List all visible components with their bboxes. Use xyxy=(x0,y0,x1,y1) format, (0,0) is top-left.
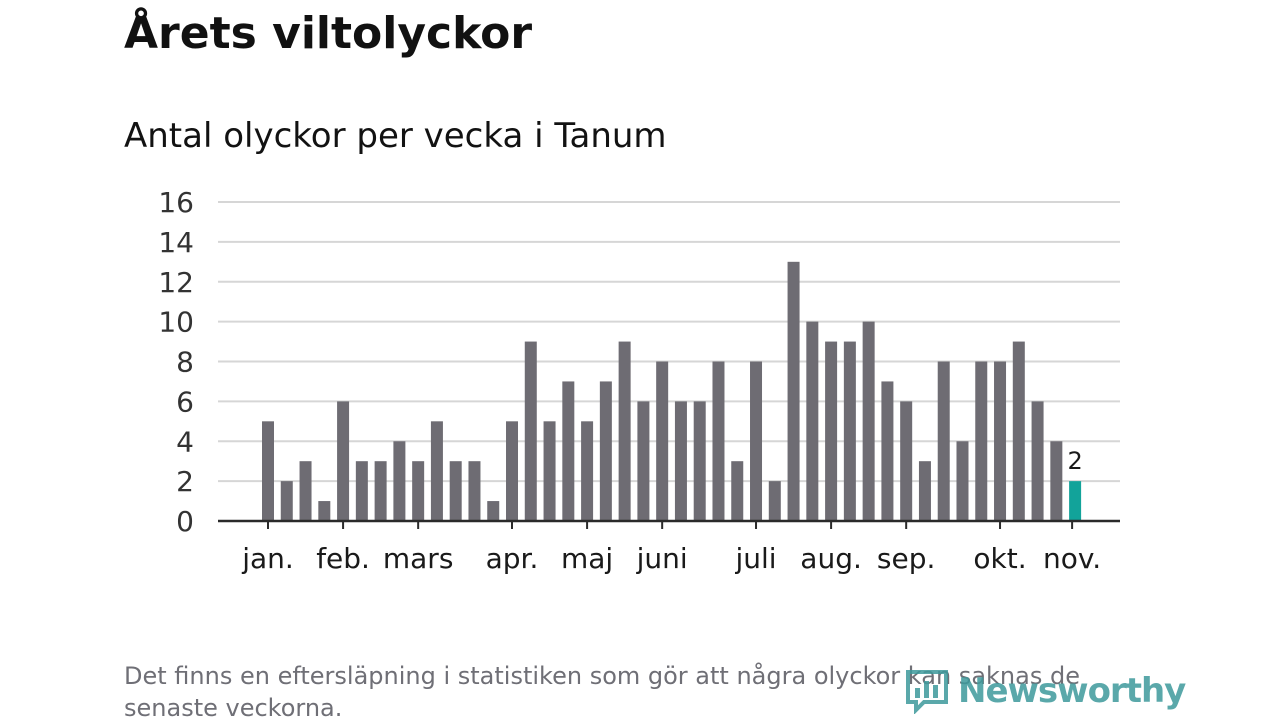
bar xyxy=(806,321,819,521)
bar xyxy=(562,381,575,521)
y-tick-label: 10 xyxy=(158,306,194,339)
x-tick-label: aug. xyxy=(800,542,862,575)
bar-chart-icon xyxy=(906,670,948,714)
bar xyxy=(768,481,781,521)
y-tick-label: 16 xyxy=(158,186,194,219)
bar xyxy=(956,441,969,521)
bar xyxy=(543,421,556,521)
bar xyxy=(975,361,988,521)
bar xyxy=(1050,441,1063,521)
bar xyxy=(918,461,931,521)
chart-subtitle: Antal olyckor per vecka i Tanum xyxy=(124,116,667,156)
bar xyxy=(693,401,706,521)
bar xyxy=(787,261,800,521)
y-tick-label: 0 xyxy=(176,505,194,538)
bars xyxy=(262,261,1082,521)
bar xyxy=(731,461,744,521)
bar xyxy=(637,401,650,521)
x-tick-label: feb. xyxy=(316,542,370,575)
bar xyxy=(843,341,856,521)
y-axis-ticks: 0 2 4 6 8 10 12 14 16 xyxy=(158,186,194,538)
x-tick-label: sep. xyxy=(877,542,936,575)
bar xyxy=(750,361,763,521)
data-labels: 2 xyxy=(1067,447,1082,475)
y-tick-label: 4 xyxy=(176,425,194,458)
x-tick-label: juli xyxy=(734,542,776,575)
bar xyxy=(449,461,462,521)
bar xyxy=(862,321,875,521)
bar xyxy=(337,401,350,521)
x-tick-label: okt. xyxy=(973,542,1026,575)
bar xyxy=(374,461,387,521)
bar xyxy=(299,461,312,521)
bar xyxy=(825,341,838,521)
logo-text: Newsworthy xyxy=(958,671,1186,711)
bar xyxy=(674,401,687,521)
bar xyxy=(994,361,1007,521)
bar xyxy=(900,401,913,521)
bar xyxy=(506,421,519,521)
bar-highlight xyxy=(1069,481,1082,521)
x-tick-label: mars xyxy=(383,542,454,575)
bar xyxy=(656,361,669,521)
y-tick-label: 14 xyxy=(158,226,194,259)
bar-chart: 0 2 4 6 8 10 12 14 16 jan. feb. mars apr. maj juni jul… xyxy=(158,186,1120,575)
y-tick-label: 12 xyxy=(158,266,194,299)
newsworthy-logo: Newsworthy xyxy=(904,668,1186,714)
bar xyxy=(487,501,500,521)
y-tick-label: 8 xyxy=(176,346,194,379)
y-tick-label: 6 xyxy=(176,385,194,418)
bar xyxy=(581,421,594,521)
x-axis-ticks: jan. feb. mars apr. maj juni juli aug. sep. okt. n… xyxy=(241,521,1101,575)
bar xyxy=(618,341,631,521)
x-tick-label: maj xyxy=(561,542,613,575)
highlight-value-label: 2 xyxy=(1067,447,1082,475)
y-tick-label: 2 xyxy=(176,465,194,498)
bar xyxy=(937,361,950,521)
x-tick-label: juni xyxy=(636,542,688,575)
bar xyxy=(318,501,331,521)
bar xyxy=(355,461,368,521)
bar xyxy=(393,441,406,521)
x-tick-label: apr. xyxy=(486,542,539,575)
bar xyxy=(1012,341,1025,521)
x-tick-label: jan. xyxy=(241,542,294,575)
footnote: Det finns en eftersläpning i statistiken… xyxy=(124,662,1080,722)
bar xyxy=(712,361,725,521)
bar xyxy=(599,381,612,521)
gridlines xyxy=(218,201,1120,483)
bar xyxy=(430,421,443,521)
bar xyxy=(1031,401,1044,521)
bar xyxy=(412,461,425,521)
chart-title: Årets viltolyckor xyxy=(124,8,533,59)
bar xyxy=(881,381,894,521)
x-tick-label: nov. xyxy=(1043,542,1101,575)
bar xyxy=(280,481,293,521)
bar xyxy=(468,461,481,521)
bar xyxy=(262,421,274,521)
bar xyxy=(524,341,537,521)
